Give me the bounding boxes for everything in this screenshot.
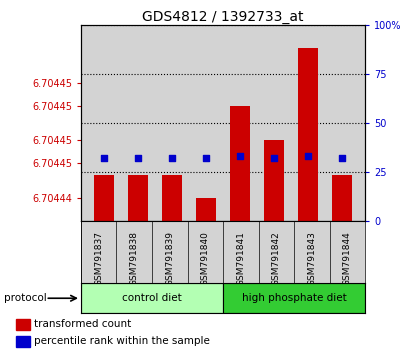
Text: transformed count: transformed count	[34, 319, 132, 329]
Bar	[196, 198, 216, 221]
Point	[169, 155, 176, 161]
Bar	[230, 106, 250, 221]
Bar	[16, 319, 30, 330]
Point	[135, 155, 142, 161]
Text: protocol: protocol	[4, 293, 47, 303]
Point	[305, 154, 311, 159]
Bar	[128, 175, 148, 221]
Bar	[264, 140, 284, 221]
Bar	[298, 48, 318, 221]
Point	[203, 155, 210, 161]
Text: control diet: control diet	[122, 293, 182, 303]
Bar	[16, 336, 30, 347]
Text: high phosphate diet: high phosphate diet	[242, 293, 347, 303]
Point	[271, 155, 277, 161]
Bar	[162, 175, 182, 221]
Title: GDS4812 / 1392733_at: GDS4812 / 1392733_at	[142, 10, 304, 24]
Bar	[223, 283, 365, 313]
Point	[237, 154, 243, 159]
Point	[339, 155, 345, 161]
Bar	[81, 283, 223, 313]
Text: percentile rank within the sample: percentile rank within the sample	[34, 336, 210, 346]
Bar	[332, 175, 352, 221]
Bar	[94, 175, 114, 221]
Point	[101, 155, 107, 161]
